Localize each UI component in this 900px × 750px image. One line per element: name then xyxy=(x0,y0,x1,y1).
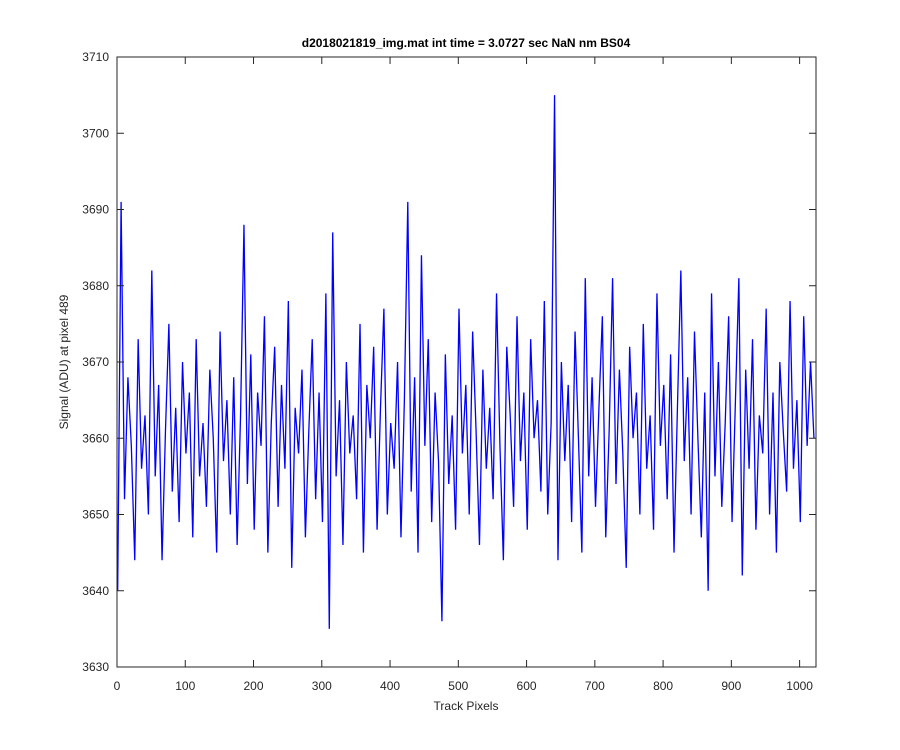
y-tick-label: 3650 xyxy=(82,508,109,522)
y-tick-label: 3660 xyxy=(82,431,109,445)
y-tick-label: 3710 xyxy=(82,50,109,64)
x-tick-label: 300 xyxy=(312,679,332,693)
x-tick-label: 100 xyxy=(175,679,195,693)
y-tick-label: 3670 xyxy=(82,355,109,369)
y-tick-label: 3630 xyxy=(82,660,109,674)
x-tick-label: 800 xyxy=(653,679,673,693)
y-tick-label: 3680 xyxy=(82,279,109,293)
y-axis-label: Signal (ADU) at pixel 489 xyxy=(57,294,71,429)
x-tick-label: 0 xyxy=(114,679,121,693)
x-tick-label: 700 xyxy=(585,679,605,693)
x-tick-label: 600 xyxy=(517,679,537,693)
x-axis-label: Track Pixels xyxy=(434,699,499,713)
x-tick-label: 900 xyxy=(721,679,741,693)
chart-title: d2018021819_img.mat int time = 3.0727 se… xyxy=(302,36,631,50)
y-tick-label: 3700 xyxy=(82,126,109,140)
y-tick-label: 3690 xyxy=(82,203,109,217)
data-line xyxy=(117,95,815,629)
x-tick-label: 200 xyxy=(244,679,264,693)
x-tick-label: 400 xyxy=(380,679,400,693)
y-tick-label: 3640 xyxy=(82,584,109,598)
x-tick-label: 500 xyxy=(448,679,468,693)
x-tick-label: 1000 xyxy=(786,679,813,693)
